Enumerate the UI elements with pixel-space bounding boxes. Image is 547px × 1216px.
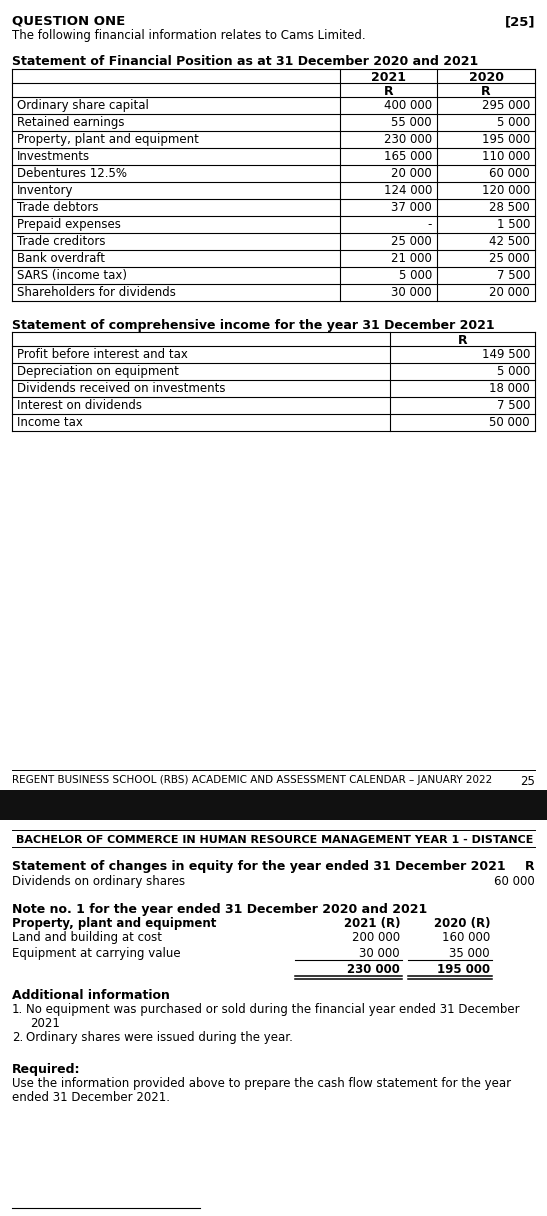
Text: 2020 (R): 2020 (R) [434,917,490,930]
Text: 195 000: 195 000 [482,133,530,146]
Text: Ordinary share capital: Ordinary share capital [17,98,149,112]
Text: 110 000: 110 000 [482,150,530,163]
Text: 160 000: 160 000 [442,931,490,944]
Text: 1 500: 1 500 [497,218,530,231]
Text: 230 000: 230 000 [347,963,400,976]
Text: Ordinary shares were issued during the year.: Ordinary shares were issued during the y… [26,1031,293,1045]
Text: 25 000: 25 000 [391,235,432,248]
Text: 5 000: 5 000 [497,365,530,378]
Text: 2021: 2021 [371,71,406,84]
Text: -: - [428,218,432,231]
Text: 25: 25 [520,775,535,788]
Text: 20 000: 20 000 [489,286,530,299]
Text: Prepaid expenses: Prepaid expenses [17,218,121,231]
Text: Statement of comprehensive income for the year 31 December 2021: Statement of comprehensive income for th… [12,319,494,332]
Text: R: R [525,860,535,873]
Text: 2.: 2. [12,1031,24,1045]
Text: Property, plant and equipment: Property, plant and equipment [17,133,199,146]
Text: Required:: Required: [12,1063,80,1076]
Text: 35 000: 35 000 [450,947,490,959]
Bar [0,790,547,820]
Text: 2020: 2020 [468,71,503,84]
Text: R: R [383,85,393,98]
Text: Inventory: Inventory [17,184,73,197]
Text: 25 000: 25 000 [489,252,530,265]
Text: 18 000: 18 000 [489,382,530,395]
Text: QUESTION ONE: QUESTION ONE [12,15,125,28]
Text: Debentures 12.5%: Debentures 12.5% [17,167,127,180]
Text: Interest on dividends: Interest on dividends [17,399,142,412]
Text: Retained earnings: Retained earnings [17,116,125,129]
Text: Use the information provided above to prepare the cash flow statement for the ye: Use the information provided above to pr… [12,1077,511,1090]
Text: Equipment at carrying value: Equipment at carrying value [12,947,181,959]
Text: 28 500: 28 500 [489,201,530,214]
Text: 5 000: 5 000 [497,116,530,129]
Text: 195 000: 195 000 [437,963,490,976]
Text: Dividends received on investments: Dividends received on investments [17,382,225,395]
Text: 42 500: 42 500 [489,235,530,248]
Text: 21 000: 21 000 [391,252,432,265]
Text: Depreciation on equipment: Depreciation on equipment [17,365,179,378]
Text: Statement of changes in equity for the year ended 31 December 2021: Statement of changes in equity for the y… [12,860,505,873]
Text: BACHELOR OF COMMERCE IN HUMAN RESOURCE MANAGEMENT YEAR 1 - DISTANCE: BACHELOR OF COMMERCE IN HUMAN RESOURCE M… [16,835,534,845]
Text: Shareholders for dividends: Shareholders for dividends [17,286,176,299]
Text: SARS (income tax): SARS (income tax) [17,269,127,282]
Text: 200 000: 200 000 [352,931,400,944]
Text: 2021 (R): 2021 (R) [344,917,400,930]
Text: 124 000: 124 000 [383,184,432,197]
Text: 55 000: 55 000 [391,116,432,129]
Text: Note no. 1 for the year ended 31 December 2020 and 2021: Note no. 1 for the year ended 31 Decembe… [12,903,427,916]
Text: 50 000: 50 000 [490,416,530,429]
Text: 120 000: 120 000 [482,184,530,197]
Text: Property, plant and equipment: Property, plant and equipment [12,917,217,930]
Text: Investments: Investments [17,150,90,163]
Text: 5 000: 5 000 [399,269,432,282]
Text: 400 000: 400 000 [384,98,432,112]
Text: 7 500: 7 500 [497,399,530,412]
Text: Profit before interest and tax: Profit before interest and tax [17,348,188,361]
Text: Trade debtors: Trade debtors [17,201,98,214]
Text: [25]: [25] [504,15,535,28]
Text: No equipment was purchased or sold during the financial year ended 31 December: No equipment was purchased or sold durin… [26,1003,520,1017]
Text: R: R [458,334,467,347]
Text: R: R [481,85,491,98]
Text: Statement of Financial Position as at 31 December 2020 and 2021: Statement of Financial Position as at 31… [12,55,478,68]
Text: Dividends on ordinary shares: Dividends on ordinary shares [12,876,185,888]
Text: 20 000: 20 000 [391,167,432,180]
Text: 230 000: 230 000 [384,133,432,146]
Text: 1.: 1. [12,1003,24,1017]
Text: 149 500: 149 500 [481,348,530,361]
Text: Land and building at cost: Land and building at cost [12,931,162,944]
Text: Trade creditors: Trade creditors [17,235,106,248]
Text: 165 000: 165 000 [384,150,432,163]
Text: Bank overdraft: Bank overdraft [17,252,105,265]
Text: 2021: 2021 [30,1017,60,1030]
Text: 7 500: 7 500 [497,269,530,282]
Text: The following financial information relates to Cams Limited.: The following financial information rela… [12,29,365,43]
Text: 30 000: 30 000 [359,947,400,959]
Text: 60 000: 60 000 [489,167,530,180]
Text: 60 000: 60 000 [494,876,535,888]
Text: Income tax: Income tax [17,416,83,429]
Text: 37 000: 37 000 [391,201,432,214]
Text: 30 000: 30 000 [391,286,432,299]
Text: REGENT BUSINESS SCHOOL (RBS) ACADEMIC AND ASSESSMENT CALENDAR – JANUARY 2022: REGENT BUSINESS SCHOOL (RBS) ACADEMIC AN… [12,775,492,786]
Text: ended 31 December 2021.: ended 31 December 2021. [12,1091,170,1104]
Text: 295 000: 295 000 [482,98,530,112]
Text: Additional information: Additional information [12,989,170,1002]
